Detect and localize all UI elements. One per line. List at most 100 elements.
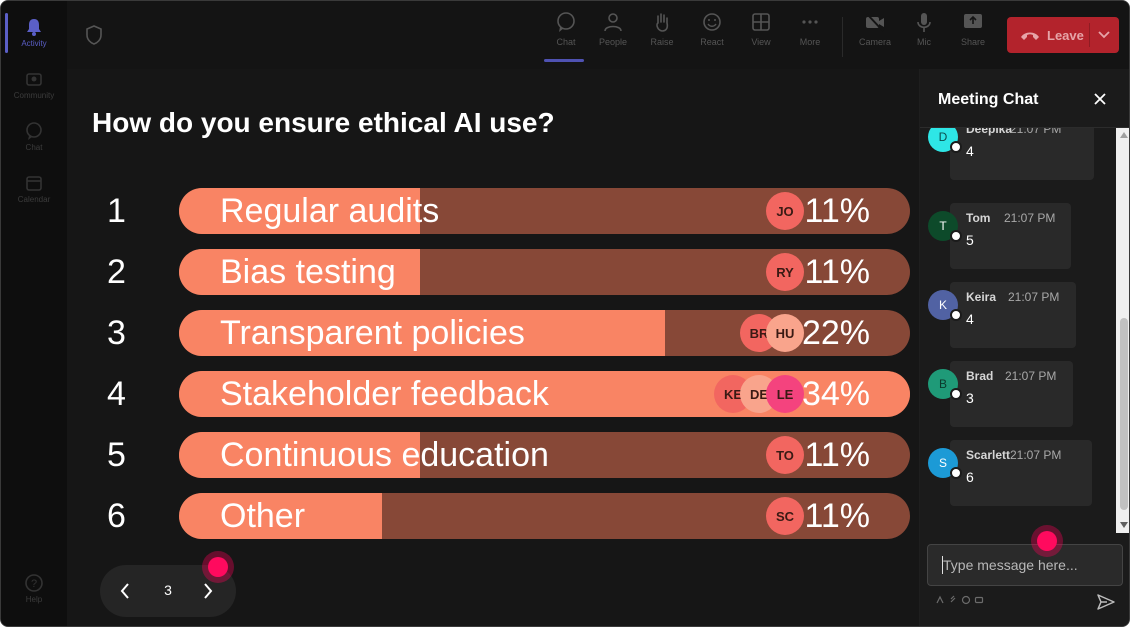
- voter-avatars: RY: [766, 253, 804, 291]
- option-percent: 11%: [804, 253, 870, 291]
- community-icon: [26, 73, 42, 86]
- option-bar-fill: [179, 493, 382, 539]
- rail-item-label: Help: [25, 595, 43, 604]
- scroll-down-icon[interactable]: [1120, 522, 1128, 528]
- grid-view-icon: [752, 13, 770, 31]
- chat-message: Brad 21:07 PM 3 B: [928, 361, 1116, 427]
- more-button-label: More: [799, 37, 821, 47]
- voter-avatars: TO: [766, 436, 804, 474]
- message-bubble: Tom 21:07 PM 5: [950, 203, 1071, 269]
- more-button[interactable]: More: [788, 11, 832, 61]
- option-bar: Regular audits JO 11%: [179, 188, 910, 234]
- hand-icon: [656, 13, 669, 32]
- chat-button[interactable]: Chat: [544, 11, 588, 62]
- camera-button[interactable]: Camera: [853, 11, 897, 61]
- gif-icon[interactable]: [974, 595, 984, 605]
- message-bubble: Scarlett 21:07 PM 6: [950, 440, 1092, 506]
- share-screen-icon: [964, 14, 982, 28]
- rail-item-calendar[interactable]: Calendar: [1, 163, 67, 215]
- people-button[interactable]: People: [591, 11, 635, 61]
- meeting-toolbar: Chat People Raise React View More Camera: [67, 1, 1129, 69]
- phone-hangup-icon: [1021, 32, 1039, 40]
- react-button-label: React: [700, 37, 724, 47]
- shield-icon: [86, 25, 102, 45]
- people-button-label: People: [598, 37, 628, 47]
- view-button[interactable]: View: [739, 11, 783, 61]
- poll-option-row: 4 Stakeholder feedback KE DE LE 34%: [1, 371, 921, 417]
- voter-avatars: BR HU: [740, 314, 804, 352]
- help-icon: ?: [25, 574, 43, 592]
- poll-option-row: 2 Bias testing RY 11%: [1, 249, 921, 295]
- text-caret: [942, 556, 943, 574]
- format-icon[interactable]: [935, 595, 945, 605]
- scrollbar-thumb[interactable]: [1120, 318, 1128, 510]
- share-button-label: Share: [960, 37, 986, 47]
- option-bar-fill: [179, 188, 420, 234]
- option-number: 4: [107, 375, 126, 413]
- cursor-indicator: [1031, 525, 1063, 557]
- raise-hand-button[interactable]: Raise: [640, 11, 684, 61]
- message-text: 6: [966, 469, 974, 485]
- chat-divider: [920, 127, 1129, 128]
- option-percent: 11%: [804, 497, 870, 535]
- chevron-right-icon[interactable]: [201, 581, 215, 601]
- mic-button[interactable]: Mic: [902, 11, 946, 61]
- message-text: 3: [966, 390, 974, 406]
- chat-scrollbar[interactable]: [1116, 128, 1129, 533]
- share-button[interactable]: Share: [951, 11, 995, 61]
- voter-avatar: RY: [766, 253, 804, 291]
- option-bar-fill: [179, 432, 420, 478]
- rail-item-label: Activity: [21, 39, 47, 48]
- chevron-down-icon[interactable]: [1097, 28, 1111, 42]
- sender-name: Tom: [966, 211, 991, 225]
- rail-item-label: Chat: [25, 143, 43, 152]
- message-text: 5: [966, 232, 974, 248]
- message-text: 4: [966, 311, 974, 327]
- send-icon[interactable]: [1096, 592, 1116, 612]
- emoji-icon[interactable]: [961, 595, 971, 605]
- option-number: 2: [107, 253, 126, 291]
- leave-button[interactable]: Leave: [1007, 17, 1119, 53]
- option-bar: Stakeholder feedback KE DE LE 34%: [179, 371, 910, 417]
- option-bar-fill: [179, 249, 420, 295]
- chat-message: Scarlett 21:07 PM 6 S: [928, 440, 1116, 506]
- person-icon: [604, 13, 622, 32]
- poll-option-row: 1 Regular audits JO 11%: [1, 188, 921, 234]
- sender-name: Scarlett: [966, 448, 1011, 462]
- app-rail: Activity Community Chat Calendar ? Help: [1, 1, 67, 626]
- sender-name: Brad: [966, 369, 994, 383]
- voter-avatar: HU: [766, 314, 804, 352]
- scroll-up-icon[interactable]: [1120, 132, 1128, 138]
- rail-item-activity[interactable]: Activity: [1, 7, 67, 59]
- message-time: 21:07 PM: [1004, 211, 1056, 225]
- option-text: Continuous education: [220, 436, 549, 474]
- attach-icon[interactable]: [948, 595, 958, 605]
- camera-off-icon: [866, 13, 884, 32]
- microphone-icon: [917, 13, 931, 32]
- react-button[interactable]: React: [690, 11, 734, 61]
- option-text: Regular audits: [220, 192, 440, 230]
- presence-dot: [950, 141, 962, 153]
- rail-item-community[interactable]: Community: [1, 59, 67, 111]
- option-number: 3: [107, 314, 126, 352]
- chevron-left-icon[interactable]: [118, 581, 132, 601]
- chat-message-list: Deepika 21:07 PM 4 D Tom 21:07 PM 5 T Keira 21:07…: [920, 128, 1116, 533]
- option-number: 6: [107, 497, 126, 535]
- chat-message: Deepika 21:07 PM 4 D: [928, 128, 1116, 180]
- sender-name: Keira: [966, 290, 997, 304]
- format-toolbar: [935, 595, 995, 609]
- voter-avatar: TO: [766, 436, 804, 474]
- chat-bubble-icon: [557, 12, 575, 32]
- message-input[interactable]: [927, 544, 1123, 586]
- rail-item-chat[interactable]: Chat: [1, 111, 67, 163]
- poll-option-row: 5 Continuous education TO 11%: [1, 432, 921, 478]
- presence-dot: [950, 467, 962, 479]
- option-percent: 11%: [804, 192, 870, 230]
- close-icon[interactable]: [1092, 91, 1108, 107]
- option-text: Transparent policies: [220, 314, 525, 352]
- message-text: 4: [966, 143, 974, 159]
- rail-item-help[interactable]: ? Help: [1, 563, 67, 615]
- leave-button-label: Leave: [1047, 27, 1084, 43]
- presence-dot: [950, 388, 962, 400]
